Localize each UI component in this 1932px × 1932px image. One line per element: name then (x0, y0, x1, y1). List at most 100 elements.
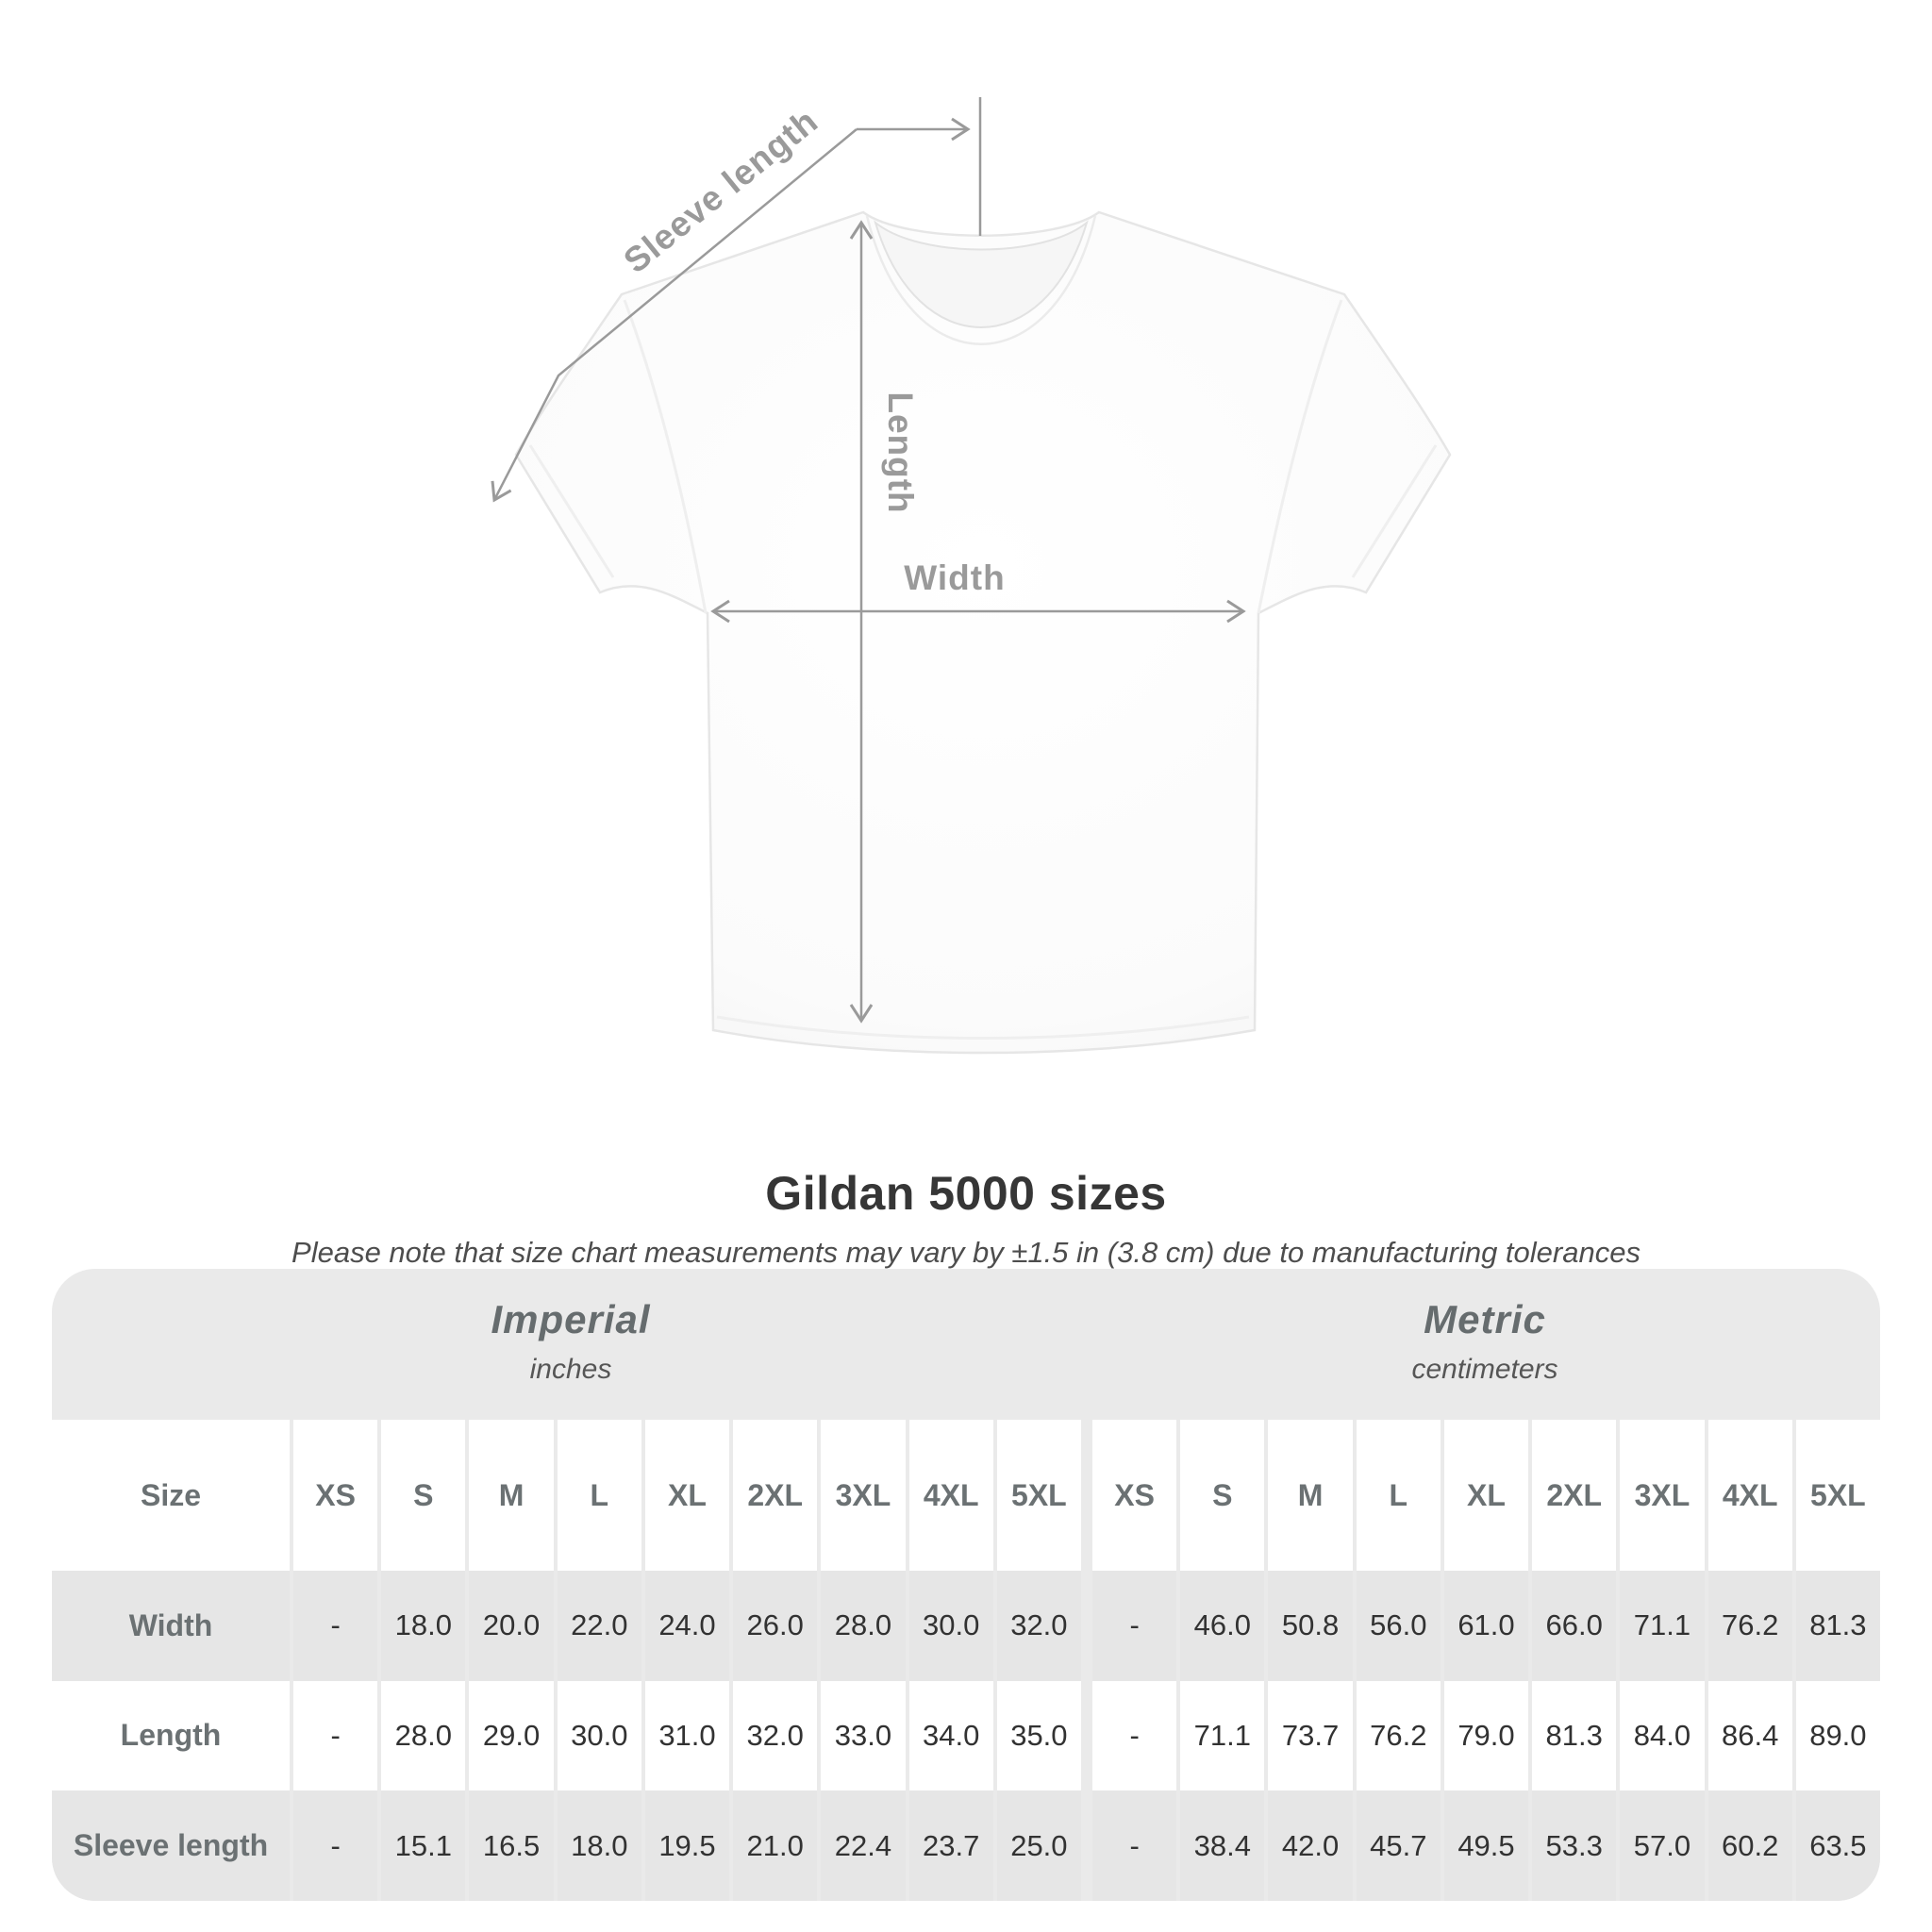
cell-length-metric-4XL: 86.4 (1707, 1680, 1792, 1791)
cell-sleeve-length-metric-M: 42.0 (1268, 1790, 1353, 1901)
cell-width-imperial-L: 22.0 (557, 1571, 641, 1681)
right-sleeve-seam (1257, 299, 1343, 614)
col-header-metric-5XL: 5XL (1795, 1420, 1880, 1571)
cell-length-imperial-L: 30.0 (557, 1680, 641, 1791)
col-header-imperial-2XL: 2XL (733, 1420, 818, 1571)
cell-width-metric-5XL: 81.3 (1795, 1571, 1880, 1681)
collar-opening (874, 220, 1089, 328)
cell-sleeve-length-imperial-2XL: 21.0 (733, 1790, 818, 1901)
col-header-imperial-3XL: 3XL (821, 1420, 906, 1571)
metric-group-name: Metric (1424, 1297, 1546, 1341)
cell-width-imperial-S: 18.0 (381, 1571, 466, 1681)
cell-length-metric-5XL: 89.0 (1795, 1680, 1880, 1791)
group-gap (1085, 1681, 1089, 1791)
cell-length-metric-XL: 79.0 (1443, 1680, 1529, 1791)
cell-length-imperial-XL: 31.0 (644, 1680, 730, 1791)
col-header-metric-XL: XL (1443, 1420, 1529, 1571)
metric-group-unit: centimeters (1411, 1354, 1558, 1385)
row-label-sleeve-length: Sleeve length (52, 1790, 290, 1901)
cell-sleeve-length-imperial-5XL: 25.0 (996, 1790, 1081, 1901)
cell-sleeve-length-imperial-3XL: 22.4 (821, 1790, 906, 1901)
group-gap (1085, 1420, 1089, 1571)
cell-sleeve-length-imperial-S: 15.1 (381, 1790, 466, 1901)
cell-length-metric-2XL: 81.3 (1532, 1680, 1617, 1791)
length-label: Length (881, 391, 920, 513)
cell-sleeve-length-metric-XL: 49.5 (1443, 1790, 1529, 1901)
cell-sleeve-length-imperial-L: 18.0 (557, 1790, 641, 1901)
cell-sleeve-length-metric-2XL: 53.3 (1532, 1790, 1617, 1901)
imperial-group-name: Imperial (491, 1297, 651, 1341)
cell-sleeve-length-metric-XS: - (1091, 1790, 1177, 1901)
cell-width-metric-2XL: 66.0 (1532, 1571, 1617, 1681)
cell-sleeve-length-metric-L: 45.7 (1356, 1790, 1441, 1901)
sleeve-length-arrow (491, 128, 858, 503)
col-header-metric-4XL: 4XL (1707, 1420, 1792, 1571)
left-cuff-seam (528, 444, 615, 578)
cell-width-imperial-5XL: 32.0 (996, 1571, 1081, 1681)
cell-width-metric-S: 46.0 (1180, 1571, 1265, 1681)
cell-length-metric-L: 76.2 (1356, 1680, 1441, 1791)
col-header-imperial-S: S (381, 1420, 466, 1571)
col-header-metric-2XL: 2XL (1532, 1420, 1617, 1571)
size-grid: Size XS S M L XL 2XL 3XL 4XL 5XL XS S M L XL 2XL 3XL 4XL 5… (52, 1420, 1880, 1901)
left-sleeve-seam (623, 299, 708, 614)
cell-sleeve-length-imperial-XL: 19.5 (644, 1790, 730, 1901)
cell-length-metric-3XL: 84.0 (1620, 1680, 1705, 1791)
cell-width-imperial-XS: - (293, 1571, 378, 1681)
cell-length-imperial-5XL: 35.0 (996, 1680, 1081, 1791)
right-cuff-seam (1351, 444, 1438, 578)
width-label: Width (904, 558, 1005, 597)
metric-group-header: Metric centimeters (1090, 1269, 1880, 1420)
group-gap (1085, 1790, 1089, 1901)
cell-width-imperial-4XL: 30.0 (908, 1571, 993, 1681)
col-header-imperial-5XL: 5XL (996, 1420, 1081, 1571)
cell-length-imperial-M: 29.0 (469, 1680, 554, 1791)
tolerance-note: Please note that size chart measurements… (291, 1236, 1641, 1269)
cell-sleeve-length-imperial-M: 16.5 (469, 1790, 554, 1901)
col-header-metric-S: S (1180, 1420, 1265, 1571)
cell-width-metric-XL: 61.0 (1443, 1571, 1529, 1681)
cell-width-metric-XS: - (1091, 1571, 1177, 1681)
cell-width-metric-3XL: 71.1 (1620, 1571, 1705, 1681)
row-label-length: Length (52, 1680, 290, 1791)
cell-width-metric-M: 50.8 (1268, 1571, 1353, 1681)
unit-group-band: Imperial inches Metric centimeters (52, 1269, 1880, 1420)
cell-length-imperial-3XL: 33.0 (821, 1680, 906, 1791)
col-header-imperial-XS: XS (293, 1420, 378, 1571)
imperial-group-unit: inches (529, 1354, 612, 1385)
cell-width-metric-4XL: 76.2 (1707, 1571, 1792, 1681)
col-header-metric-XS: XS (1091, 1420, 1177, 1571)
collar-rib-seam (865, 215, 1097, 345)
cell-width-imperial-XL: 24.0 (644, 1571, 730, 1681)
col-header-metric-M: M (1268, 1420, 1353, 1571)
row-label-width: Width (52, 1571, 290, 1681)
cell-sleeve-length-metric-5XL: 63.5 (1795, 1790, 1880, 1901)
col-header-metric-3XL: 3XL (1620, 1420, 1705, 1571)
page-title: Gildan 5000 sizes (765, 1167, 1167, 1220)
size-table: Imperial inches Metric centimeters Size X… (52, 1269, 1880, 1901)
col-header-imperial-M: M (469, 1420, 554, 1571)
imperial-group-header: Imperial inches (52, 1269, 1090, 1420)
cell-length-imperial-2XL: 32.0 (733, 1680, 818, 1791)
cell-sleeve-length-imperial-4XL: 23.7 (908, 1790, 993, 1901)
cell-length-metric-S: 71.1 (1180, 1680, 1265, 1791)
cell-sleeve-length-metric-4XL: 60.2 (1707, 1790, 1792, 1901)
hem-stitch (716, 1015, 1250, 1040)
cell-sleeve-length-metric-3XL: 57.0 (1620, 1790, 1705, 1901)
tshirt-outline (514, 210, 1452, 1055)
cell-width-imperial-2XL: 26.0 (733, 1571, 818, 1681)
cell-sleeve-length-imperial-XS: - (293, 1790, 378, 1901)
cell-length-imperial-S: 28.0 (381, 1680, 466, 1791)
cell-width-metric-L: 56.0 (1356, 1571, 1441, 1681)
col-header-imperial-4XL: 4XL (908, 1420, 993, 1571)
group-gap (1085, 1571, 1089, 1681)
col-header-imperial-L: L (557, 1420, 641, 1571)
cell-width-imperial-M: 20.0 (469, 1571, 554, 1681)
cell-length-imperial-XS: - (293, 1680, 378, 1791)
col-header-imperial-XL: XL (644, 1420, 730, 1571)
cell-length-metric-M: 73.7 (1268, 1680, 1353, 1791)
col-header-metric-L: L (1356, 1420, 1441, 1571)
cell-sleeve-length-metric-S: 38.4 (1180, 1790, 1265, 1901)
